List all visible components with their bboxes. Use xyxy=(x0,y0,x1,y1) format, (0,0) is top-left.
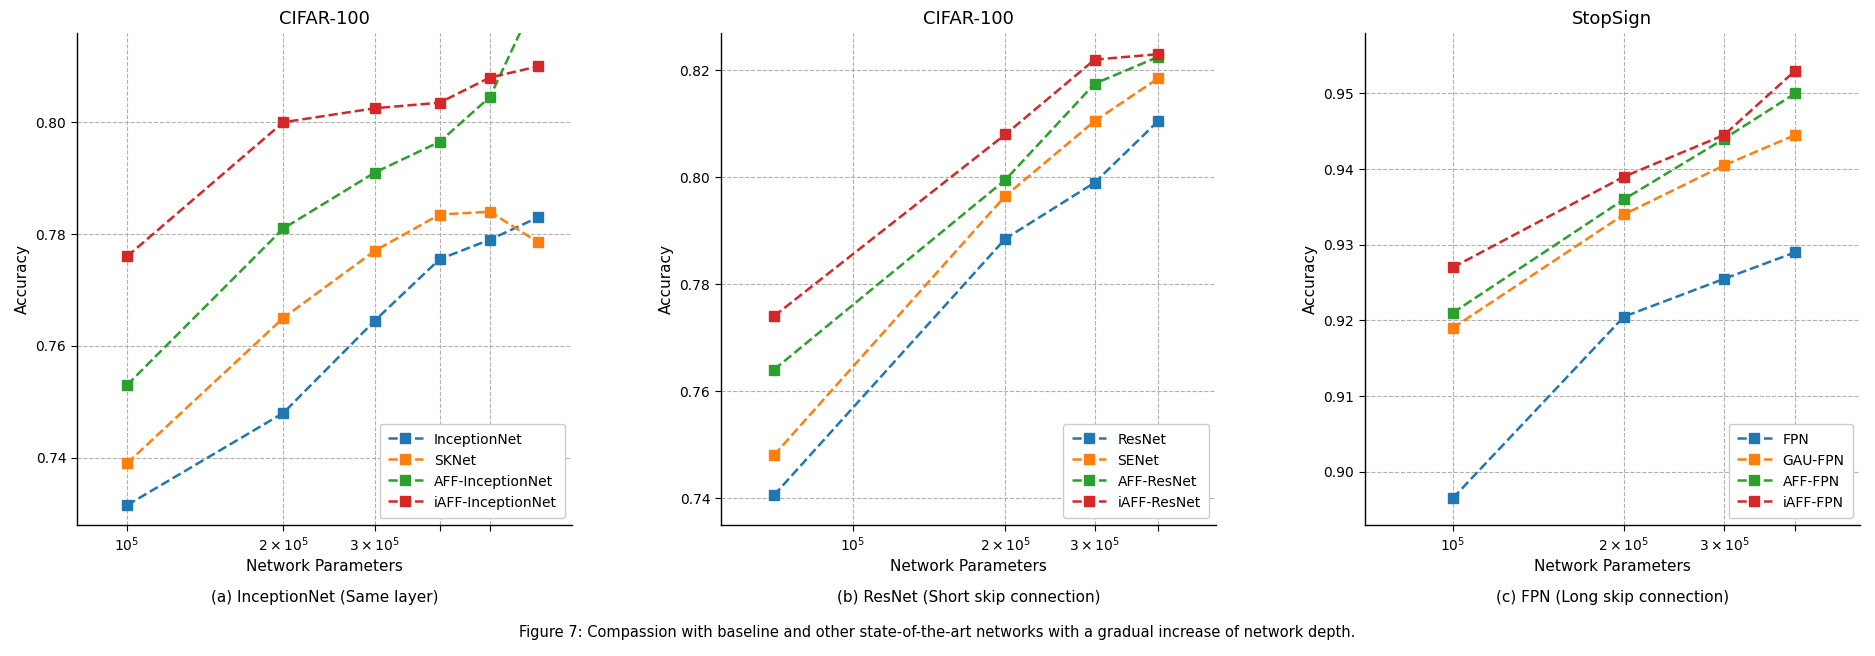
Text: (b) ResNet (Short skip connection): (b) ResNet (Short skip connection) xyxy=(836,590,1101,605)
ResNet xyxy=(1148,117,1170,125)
Line: SKNet: SKNet xyxy=(122,207,544,468)
Legend: ResNet, SENet, AFF-ResNet, iAFF-ResNet: ResNet, SENet, AFF-ResNet, iAFF-ResNet xyxy=(1063,424,1209,518)
iAFF-ResNet xyxy=(1084,56,1106,64)
Line: GAU-FPN: GAU-FPN xyxy=(1448,130,1800,333)
GAU-FPN xyxy=(1783,131,1806,139)
iAFF-ResNet xyxy=(763,312,786,320)
Title: StopSign: StopSign xyxy=(1573,10,1652,28)
SKNet xyxy=(478,208,501,216)
AFF-InceptionNet xyxy=(364,169,386,176)
GAU-FPN xyxy=(1442,324,1464,332)
AFF-ResNet xyxy=(1148,53,1170,61)
X-axis label: Network Parameters: Network Parameters xyxy=(1534,560,1691,575)
SENet xyxy=(1148,74,1170,82)
SENet xyxy=(994,192,1016,200)
iAFF-InceptionNet xyxy=(478,73,501,81)
iAFF-InceptionNet xyxy=(272,118,294,126)
Legend: InceptionNet, SKNet, AFF-InceptionNet, iAFF-InceptionNet: InceptionNet, SKNet, AFF-InceptionNet, i… xyxy=(379,424,564,518)
ResNet xyxy=(763,491,786,499)
SKNet xyxy=(272,314,294,322)
GAU-FPN xyxy=(1714,161,1736,169)
iAFF-InceptionNet xyxy=(364,104,386,112)
Legend: FPN, GAU-FPN, AFF-FPN, iAFF-FPN: FPN, GAU-FPN, AFF-FPN, iAFF-FPN xyxy=(1729,424,1852,518)
Line: iAFF-FPN: iAFF-FPN xyxy=(1448,66,1800,272)
Line: AFF-ResNet: AFF-ResNet xyxy=(769,52,1162,375)
Line: iAFF-InceptionNet: iAFF-InceptionNet xyxy=(122,62,544,261)
InceptionNet xyxy=(364,317,386,325)
SENet xyxy=(763,451,786,459)
AFF-FPN xyxy=(1442,309,1464,317)
Title: CIFAR-100: CIFAR-100 xyxy=(279,10,369,28)
iAFF-InceptionNet xyxy=(116,253,139,260)
iAFF-ResNet xyxy=(1148,51,1170,58)
Y-axis label: Accuracy: Accuracy xyxy=(1303,244,1318,314)
X-axis label: Network Parameters: Network Parameters xyxy=(246,560,403,575)
Line: AFF-FPN: AFF-FPN xyxy=(1448,89,1800,318)
iAFF-FPN xyxy=(1783,67,1806,75)
Line: AFF-InceptionNet: AFF-InceptionNet xyxy=(122,0,544,390)
InceptionNet xyxy=(478,236,501,243)
AFF-ResNet xyxy=(994,176,1016,184)
AFF-InceptionNet xyxy=(478,93,501,101)
AFF-InceptionNet xyxy=(116,381,139,389)
Line: ResNet: ResNet xyxy=(769,116,1162,501)
Y-axis label: Accuracy: Accuracy xyxy=(658,244,673,314)
Text: (a) InceptionNet (Same layer): (a) InceptionNet (Same layer) xyxy=(210,590,439,605)
Line: SENet: SENet xyxy=(769,73,1162,460)
FPN xyxy=(1783,249,1806,256)
SKNet xyxy=(364,247,386,255)
Title: CIFAR-100: CIFAR-100 xyxy=(922,10,1014,28)
AFF-FPN xyxy=(1783,89,1806,97)
InceptionNet xyxy=(116,501,139,509)
FPN xyxy=(1612,313,1635,321)
Text: Figure 7: Compassion with baseline and other state-of-the-art networks with a gr: Figure 7: Compassion with baseline and o… xyxy=(519,625,1356,640)
AFF-ResNet xyxy=(763,366,786,374)
SENet xyxy=(1084,117,1106,125)
Text: (c) FPN (Long skip connection): (c) FPN (Long skip connection) xyxy=(1496,590,1729,605)
iAFF-FPN xyxy=(1714,131,1736,139)
iAFF-FPN xyxy=(1612,173,1635,180)
AFF-InceptionNet xyxy=(428,138,450,146)
FPN xyxy=(1442,495,1464,502)
FPN xyxy=(1714,275,1736,283)
X-axis label: Network Parameters: Network Parameters xyxy=(891,560,1046,575)
iAFF-FPN xyxy=(1442,264,1464,272)
SKNet xyxy=(428,211,450,218)
SKNet xyxy=(116,459,139,467)
InceptionNet xyxy=(428,255,450,263)
SKNet xyxy=(527,239,549,247)
iAFF-ResNet xyxy=(994,131,1016,138)
ResNet xyxy=(994,235,1016,243)
Y-axis label: Accuracy: Accuracy xyxy=(15,244,30,314)
ResNet xyxy=(1084,178,1106,186)
GAU-FPN xyxy=(1612,211,1635,218)
AFF-FPN xyxy=(1714,135,1736,143)
AFF-FPN xyxy=(1612,195,1635,203)
InceptionNet xyxy=(527,213,549,221)
Line: InceptionNet: InceptionNet xyxy=(122,213,544,510)
iAFF-InceptionNet xyxy=(527,62,549,70)
AFF-InceptionNet xyxy=(272,224,294,232)
Line: iAFF-ResNet: iAFF-ResNet xyxy=(769,49,1162,321)
Line: FPN: FPN xyxy=(1448,247,1800,503)
iAFF-InceptionNet xyxy=(428,99,450,107)
AFF-ResNet xyxy=(1084,79,1106,87)
InceptionNet xyxy=(272,409,294,417)
